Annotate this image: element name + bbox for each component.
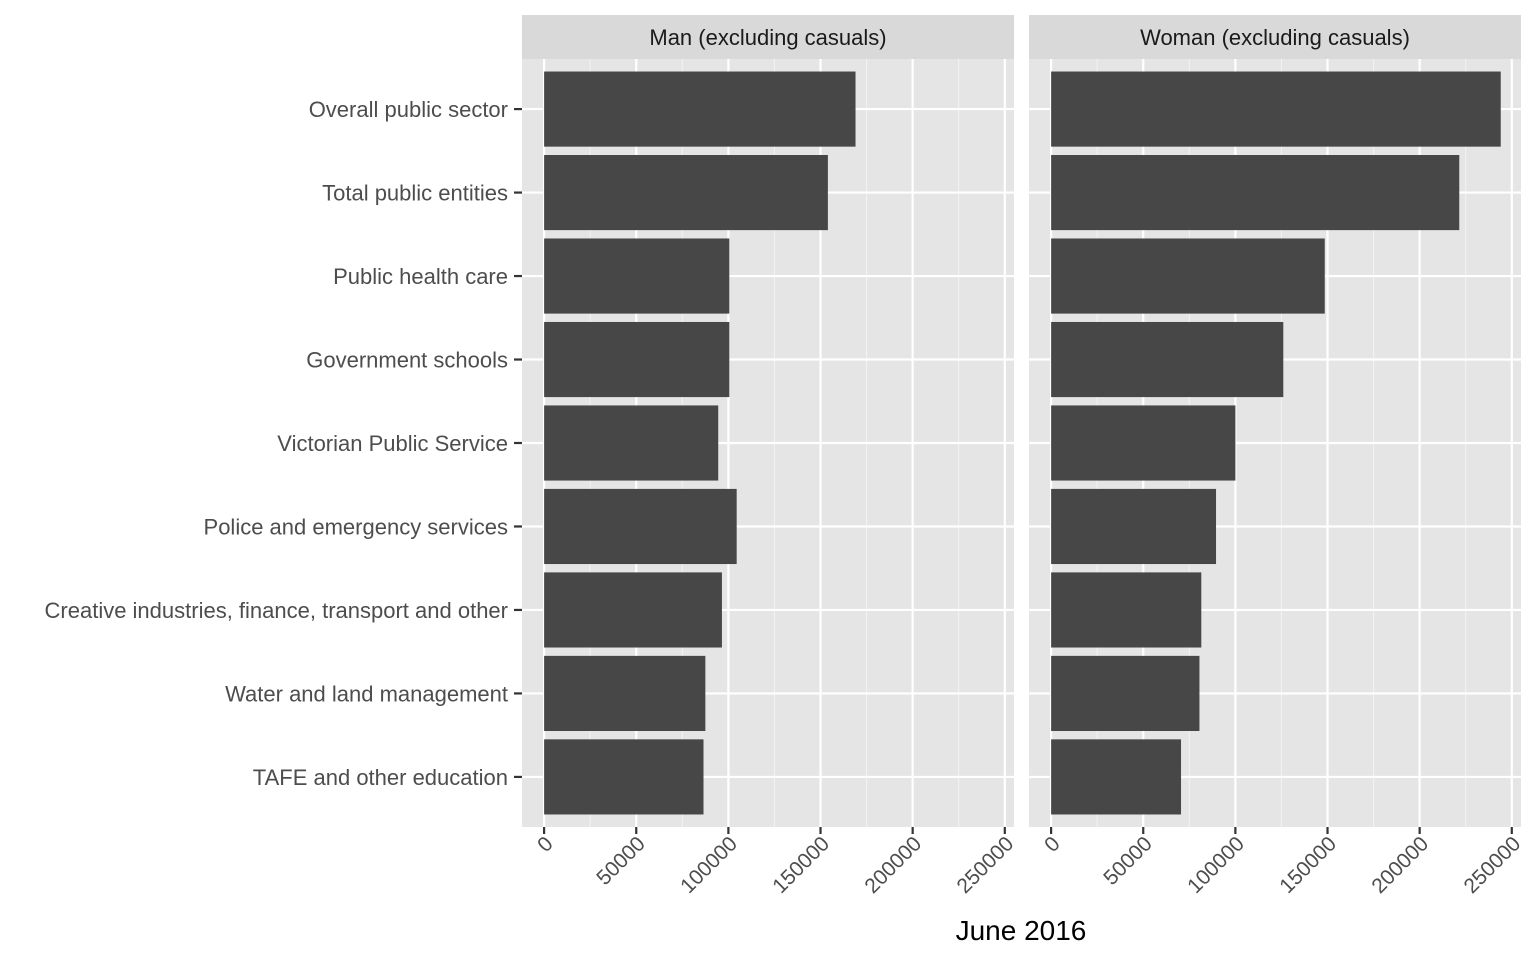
category-label: Water and land management [225,681,508,706]
x-tick-label: 150000 [768,832,834,898]
bar [1051,155,1460,231]
x-tick-label: 250000 [953,832,1019,898]
x-tick-label: 50000 [1099,832,1157,890]
bar [1051,488,1217,565]
bar [1051,655,1200,731]
category-label: Overall public sector [309,97,508,122]
bar [544,655,706,731]
facet-strip-label: Man (excluding casuals) [649,25,886,50]
facet-strip [1029,15,1521,59]
bar [1051,238,1325,314]
x-tick-label: 100000 [1183,832,1249,898]
x-tick-label: 200000 [1367,832,1433,898]
x-tick-label: 50000 [592,832,650,890]
x-tick-label: 150000 [1275,832,1341,898]
x-tick-label: 0 [533,832,558,857]
bar [1051,321,1284,398]
x-tick-label: 200000 [860,832,926,898]
bar [1051,739,1182,815]
category-label: Victorian Public Service [277,431,508,456]
facet-panel: Man (excluding casuals) 0 50000 100000 15000… [522,15,1018,898]
bar [544,321,730,398]
facet-panels: Man (excluding casuals) 0 50000 100000 15000… [522,15,1525,898]
category-labels: Overall public sector Total public entiti… [45,97,522,790]
category-label: TAFE and other education [253,765,508,790]
bar [544,405,719,481]
bar [544,71,856,147]
facet-strip [522,15,1014,59]
bar [544,488,737,565]
bar [544,572,722,648]
bar [1051,71,1501,147]
bar [1051,405,1236,481]
bar [1051,572,1202,648]
x-tick-label: 0 [1040,832,1065,857]
category-label: Total public entities [322,181,508,206]
x-tick-label: 100000 [676,832,742,898]
x-axis-title: June 2016 [956,915,1087,946]
bar [544,238,730,314]
facet-panel: Woman (excluding casuals) 0 50000 100000 150… [1029,15,1525,898]
bar [544,739,704,815]
facet-strip-label: Woman (excluding casuals) [1140,25,1410,50]
category-label: Government schools [306,348,508,373]
category-label: Police and emergency services [204,514,508,539]
category-label: Public health care [333,264,508,289]
x-tick-label: 250000 [1460,832,1526,898]
bar [544,155,828,231]
category-label: Creative industries, finance, transport … [45,598,508,623]
